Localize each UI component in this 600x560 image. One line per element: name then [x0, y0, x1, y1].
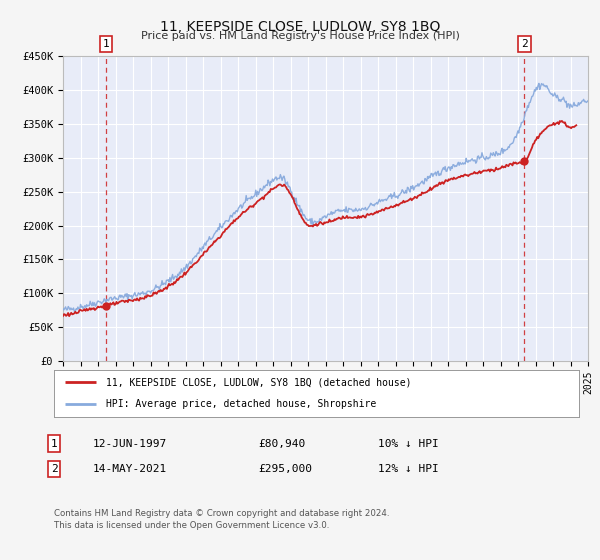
Text: 1: 1: [103, 39, 109, 49]
Text: HPI: Average price, detached house, Shropshire: HPI: Average price, detached house, Shro…: [107, 399, 377, 409]
Text: 11, KEEPSIDE CLOSE, LUDLOW, SY8 1BQ: 11, KEEPSIDE CLOSE, LUDLOW, SY8 1BQ: [160, 20, 440, 34]
Text: 12-JUN-1997: 12-JUN-1997: [93, 438, 167, 449]
Text: 14-MAY-2021: 14-MAY-2021: [93, 464, 167, 474]
Text: 1: 1: [50, 438, 58, 449]
Text: £80,940: £80,940: [258, 438, 305, 449]
Text: Contains HM Land Registry data © Crown copyright and database right 2024.: Contains HM Land Registry data © Crown c…: [54, 509, 389, 518]
Text: 2: 2: [521, 39, 528, 49]
Text: 10% ↓ HPI: 10% ↓ HPI: [378, 438, 439, 449]
Text: This data is licensed under the Open Government Licence v3.0.: This data is licensed under the Open Gov…: [54, 521, 329, 530]
Text: 11, KEEPSIDE CLOSE, LUDLOW, SY8 1BQ (detached house): 11, KEEPSIDE CLOSE, LUDLOW, SY8 1BQ (det…: [107, 377, 412, 388]
Text: 12% ↓ HPI: 12% ↓ HPI: [378, 464, 439, 474]
Text: £295,000: £295,000: [258, 464, 312, 474]
Text: Price paid vs. HM Land Registry's House Price Index (HPI): Price paid vs. HM Land Registry's House …: [140, 31, 460, 41]
Text: 2: 2: [50, 464, 58, 474]
